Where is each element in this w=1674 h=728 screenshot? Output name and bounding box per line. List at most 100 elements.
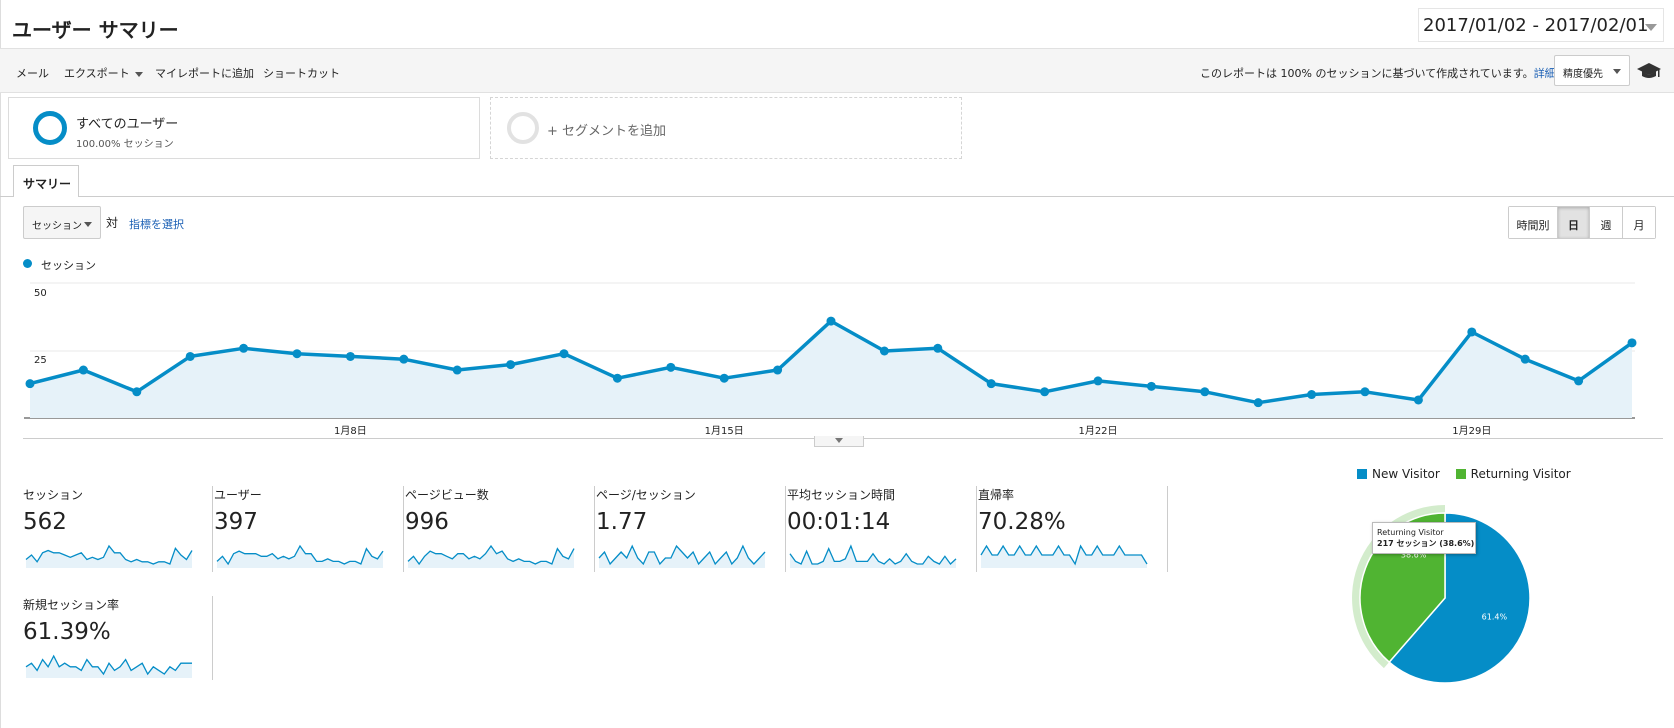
x-tick-label-0: 1月8日 [334,425,367,437]
sparkline-area [790,546,956,568]
sparkline-area [217,546,383,568]
sessions-point-28[interactable] [1520,354,1530,364]
export-label: エクスポート [64,67,130,80]
details-link[interactable]: 詳細 [1533,67,1556,80]
time-week-button[interactable]: 週 [1589,207,1622,238]
metric-new-session-rate[interactable]: 新規セッション率 61.39% [23,596,213,680]
metric-sparkline [216,544,384,568]
sessions-line-chart: 50 25 1月8日 1月15日 1月22日 1月29日 [24,282,1637,437]
sessions-point-24[interactable] [1307,390,1317,400]
date-range-text: 2017/01/02 - 2017/02/01 [1423,15,1649,36]
metric-avg-session-duration[interactable]: 平均セッション時間 00:01:14 [787,486,977,572]
tooltip-detail: 217 セッション (38.6%) [1377,539,1475,548]
legend-new-visitor[interactable]: New Visitor [1357,467,1440,481]
choose-metric-link[interactable]: 指標を選択 [129,218,184,231]
x-tick-label-2: 1月22日 [1078,425,1117,437]
sessions-points [25,316,1637,408]
chart-collapse-handle[interactable] [814,436,864,447]
sparkline-line [216,544,384,566]
sessions-point-16[interactable] [879,346,889,356]
metric-title: ページビュー数 [405,488,489,502]
sessions-point-5[interactable] [292,349,302,359]
metric-sessions[interactable]: セッション 562 [23,486,213,572]
legend-sessions-label: セッション [41,259,96,272]
metric-select[interactable]: セッション [23,206,101,239]
date-range-picker[interactable]: 2017/01/02 - 2017/02/01 [1418,8,1664,42]
sessions-point-27[interactable] [1467,327,1477,337]
metric-pages-per-session[interactable]: ページ/セッション 1.77 [596,486,786,572]
tooltip-title: Returning Visitor [1377,528,1444,537]
sessions-point-23[interactable] [1253,398,1263,408]
time-month-button[interactable]: 月 [1622,207,1655,238]
metric-select-label: セッション [32,221,82,232]
sessions-point-3[interactable] [185,351,195,361]
metric-bounce-rate[interactable]: 直帰率 70.28% [978,486,1168,572]
pie-slice-new-visitor[interactable] [1388,512,1531,684]
sparkline-area [26,546,192,568]
sessions-point-6[interactable] [345,351,355,361]
sessions-point-20[interactable] [1093,376,1103,386]
email-button[interactable]: メール [16,67,49,80]
metric-users[interactable]: ユーザー 397 [214,486,404,572]
precision-select[interactable]: 精度優先 [1554,55,1630,86]
chevron-down-icon [1645,24,1657,31]
metric-sparkline [25,654,192,678]
legend-returning-visitor[interactable]: Returning Visitor [1455,467,1571,481]
sessions-point-22[interactable] [1200,387,1210,397]
sessions-point-12[interactable] [666,362,676,372]
sessions-point-10[interactable] [559,349,569,359]
metric-value: 397 [214,509,258,535]
sessions-point-15[interactable] [826,316,836,326]
metric-title: セッション [23,488,84,502]
sessions-point-18[interactable] [986,379,996,389]
sessions-point-0[interactable] [25,379,35,389]
sessions-point-29[interactable] [1574,376,1584,386]
add-to-dashboard-button[interactable]: マイレポートに追加 [155,67,254,80]
segment-all-users[interactable]: すべてのユーザー 100.00% セッション [8,97,480,159]
sessions-point-19[interactable] [1040,387,1050,397]
metric-sparkline [598,544,766,568]
sessions-point-11[interactable] [612,373,622,383]
time-hourly-button[interactable]: 時間別 [1509,207,1557,238]
tab-summary[interactable]: サマリー [13,165,79,197]
sessions-point-13[interactable] [719,373,729,383]
x-tick-label-3: 1月29日 [1452,425,1491,437]
sparkline-line [980,544,1148,566]
chevron-down-icon [134,71,143,77]
sessions-point-2[interactable] [132,387,142,397]
sessions-point-30[interactable] [1627,338,1637,348]
sparkline-area [599,546,765,568]
sessions-point-21[interactable] [1146,381,1156,391]
legend-swatch [1455,469,1466,479]
shortcut-button[interactable]: ショートカット [263,67,340,80]
toolbar: メール エクスポート マイレポートに追加 ショートカット このレポートは 100… [0,48,1674,93]
metric-sparkline [980,544,1148,568]
sparkline-line [789,544,957,565]
sparkline-line [598,544,766,566]
legend-new-visitor-label: New Visitor [1372,467,1440,481]
sessions-point-14[interactable] [773,365,783,375]
left-border [0,0,1,728]
precision-label: 精度優先 [1563,69,1603,80]
time-day-button[interactable]: 日 [1557,207,1589,238]
sessions-point-25[interactable] [1360,387,1370,397]
metric-value: 00:01:14 [787,509,891,535]
sessions-point-7[interactable] [399,354,409,364]
metric-pageviews[interactable]: ページビュー数 996 [405,486,595,572]
add-segment-button[interactable]: + セグメントを追加 [490,97,962,159]
sessions-area [30,321,1632,418]
pie-legend: New Visitor Returning Visitor [1357,467,1571,481]
sessions-point-1[interactable] [78,365,88,375]
metric-title: 直帰率 [978,488,1015,502]
metric-title: ユーザー [214,488,262,502]
metric-sparkline [789,544,957,568]
sessions-point-4[interactable] [239,343,249,353]
sparkline-line [407,544,575,566]
sessions-point-17[interactable] [933,343,943,353]
visitor-pie-chart: 61.4% 38.6% [1352,505,1531,684]
export-menu[interactable]: エクスポート [64,65,143,81]
sessions-point-9[interactable] [506,360,516,370]
sessions-point-26[interactable] [1413,395,1423,405]
graduation-cap-icon[interactable] [1636,59,1662,83]
sessions-point-8[interactable] [452,365,462,375]
